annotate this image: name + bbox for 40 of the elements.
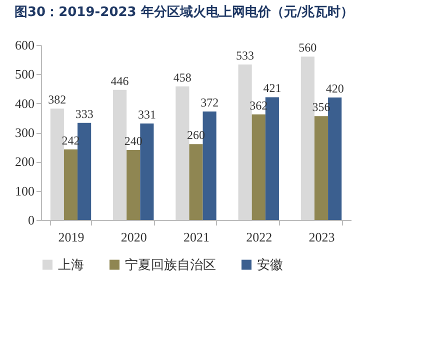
y-tick-label: 100 <box>15 183 34 198</box>
bar <box>314 116 328 220</box>
y-tick-label: 400 <box>15 96 34 111</box>
x-tick-label: 2020 <box>120 230 147 244</box>
chart-title: 图30：2019-2023 年分区域火电上网电价（元/兆瓦时） <box>14 5 354 20</box>
data-label: 458 <box>173 70 192 84</box>
x-tick-label: 2021 <box>184 230 210 244</box>
bar <box>265 97 279 220</box>
data-label: 446 <box>110 74 129 88</box>
bar <box>328 98 342 220</box>
data-label: 560 <box>298 40 317 55</box>
bar <box>78 122 92 220</box>
bar <box>176 86 190 220</box>
data-label: 420 <box>326 82 344 96</box>
y-tick-label: 600 <box>15 38 34 52</box>
bar <box>252 114 266 220</box>
bar <box>140 123 154 220</box>
x-tick-label: 2022 <box>246 230 272 244</box>
x-tick-label: 2023 <box>308 230 335 244</box>
legend-label: 宁夏回族自治区 <box>125 256 216 272</box>
bar <box>64 149 78 220</box>
data-label: 331 <box>138 107 156 122</box>
bar <box>189 144 203 220</box>
x-tick-label: 2019 <box>58 230 84 244</box>
data-label: 372 <box>200 96 219 110</box>
legend-label: 上海 <box>58 256 84 272</box>
y-tick-label: 200 <box>15 154 34 170</box>
bar <box>50 108 64 220</box>
bar <box>126 150 140 220</box>
data-label: 533 <box>236 48 254 63</box>
bar <box>300 56 314 220</box>
bar <box>238 64 252 220</box>
y-tick-label: 300 <box>15 125 34 140</box>
y-tick-label: 500 <box>15 66 34 82</box>
y-tick-label: 0 <box>28 212 34 228</box>
legend-label: 安徽 <box>257 256 283 272</box>
data-label: 382 <box>48 92 66 107</box>
data-label: 333 <box>75 106 94 121</box>
data-label: 421 <box>263 81 282 96</box>
bar <box>202 112 216 220</box>
